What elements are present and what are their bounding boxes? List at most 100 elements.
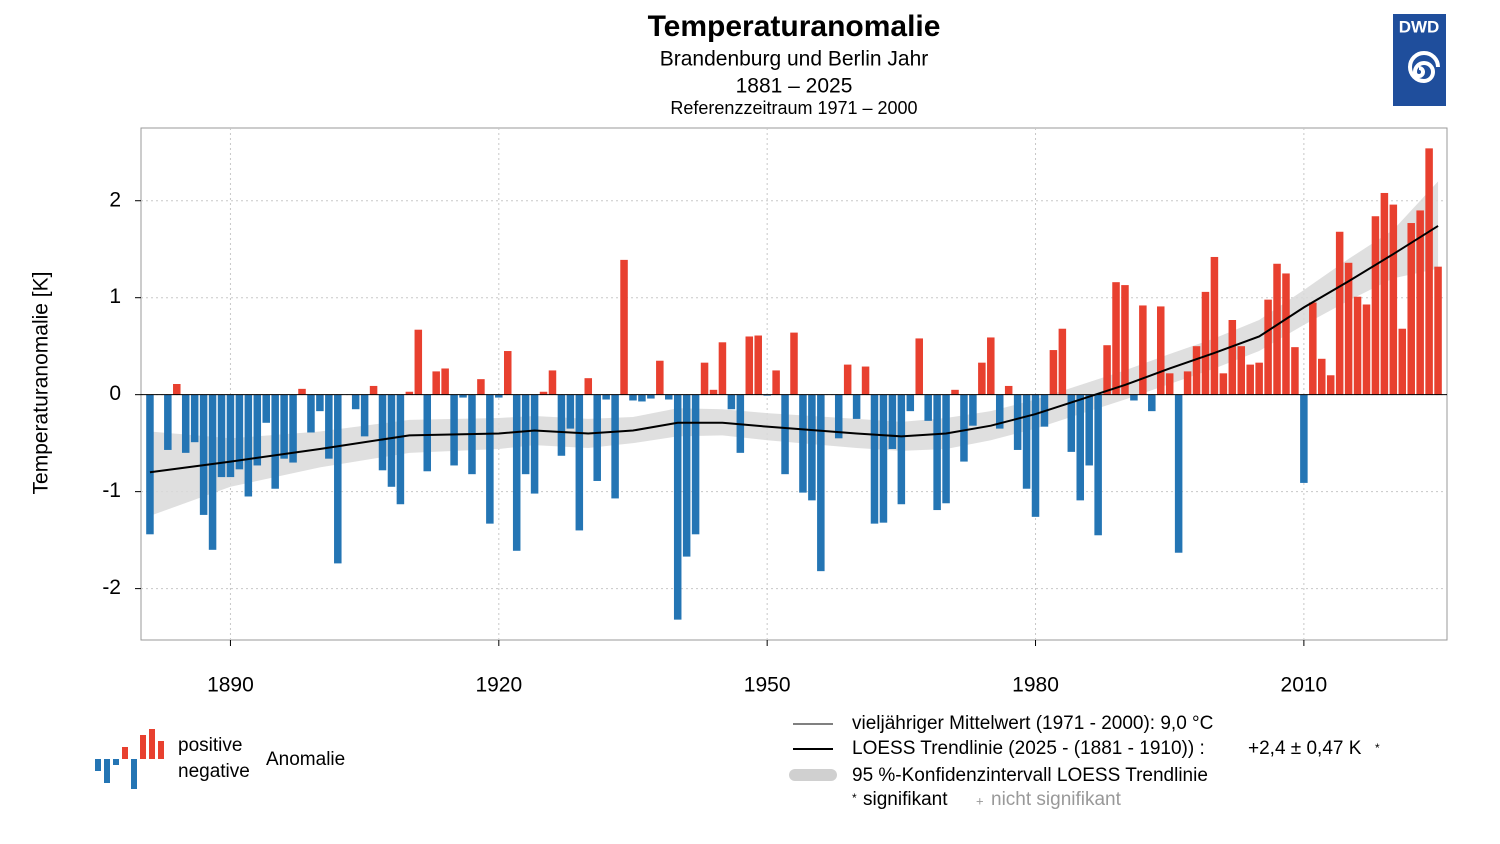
bar <box>1246 364 1254 395</box>
bar <box>1183 371 1192 395</box>
bar <box>208 394 217 550</box>
bar <box>1309 302 1317 395</box>
bar <box>861 366 870 395</box>
legend-label: Anomalie <box>266 749 345 770</box>
bar <box>1318 358 1326 395</box>
bar <box>1291 347 1299 395</box>
legend-icon <box>104 759 110 783</box>
x-tick-label: 1890 <box>207 674 254 697</box>
y-tick-label: -1 <box>102 479 121 502</box>
logo-text: DWD <box>1399 17 1440 36</box>
bar <box>566 394 575 429</box>
bar <box>253 394 262 466</box>
bar <box>557 394 566 456</box>
bar <box>834 394 843 439</box>
bar <box>1434 266 1442 395</box>
bar <box>477 379 485 395</box>
bar <box>360 394 369 437</box>
bar <box>1174 394 1183 553</box>
bar <box>1210 256 1219 395</box>
bar <box>521 394 530 475</box>
bar <box>181 394 190 453</box>
bar <box>1067 394 1076 452</box>
bar <box>682 394 691 557</box>
bar <box>316 394 324 412</box>
bar <box>978 362 986 395</box>
bar <box>960 394 968 462</box>
bar <box>235 394 244 470</box>
bar <box>1255 362 1263 395</box>
bar <box>995 394 1004 429</box>
bar <box>1049 350 1058 395</box>
x-tick-label: 1920 <box>475 674 522 697</box>
bar <box>1085 394 1093 466</box>
bar <box>1013 394 1022 450</box>
legend-icon <box>140 735 146 759</box>
bar <box>817 394 825 572</box>
bar <box>772 370 780 395</box>
bar <box>369 385 378 395</box>
legend-label: nicht signifikant <box>991 789 1122 810</box>
bar <box>1425 148 1433 395</box>
bar <box>629 394 637 401</box>
bar <box>1192 346 1201 395</box>
bar <box>897 394 906 505</box>
legend-label: negative <box>178 761 250 782</box>
bar <box>1237 346 1246 395</box>
bar <box>1407 223 1415 395</box>
bar <box>530 394 539 494</box>
bar <box>1371 216 1380 395</box>
bar <box>1273 263 1281 395</box>
bar <box>933 394 941 511</box>
bar <box>146 394 154 535</box>
bar <box>620 259 628 395</box>
legend-left: positive negative Anomalie <box>95 729 345 789</box>
bar <box>647 394 655 399</box>
bar <box>1156 306 1165 395</box>
bar <box>423 394 432 472</box>
legend-mark: * <box>852 791 857 805</box>
bar <box>262 394 270 423</box>
bar <box>1004 385 1013 395</box>
bar <box>334 394 342 564</box>
logo-spiral <box>1408 51 1440 84</box>
bar <box>173 384 181 395</box>
bar <box>289 394 297 463</box>
bar <box>1130 394 1138 401</box>
bar <box>387 394 396 487</box>
bar <box>987 337 995 395</box>
bar <box>1326 375 1335 395</box>
bar <box>1022 394 1031 489</box>
chart-subtitle: 1881 – 2025 <box>736 75 853 98</box>
bar <box>378 394 387 471</box>
bar <box>432 371 440 395</box>
bar <box>1344 262 1353 395</box>
bar <box>1201 291 1210 395</box>
bar <box>351 394 360 410</box>
y-tick-label: 0 <box>109 382 121 405</box>
bar <box>1335 231 1344 395</box>
bar <box>808 394 816 501</box>
y-tick-label: 2 <box>109 188 121 211</box>
bar <box>638 394 646 402</box>
bar <box>217 394 226 478</box>
bar <box>495 394 503 398</box>
bar <box>503 351 512 395</box>
legend-label: 95 %-Konfidenzintervall LOESS Trendlinie <box>852 765 1208 786</box>
y-tick-label: 1 <box>109 285 121 308</box>
logo: DWD <box>1393 14 1446 106</box>
legend-label: LOESS Trendlinie (2025 - (1881 - 1910)) … <box>852 738 1205 759</box>
bar <box>665 394 673 400</box>
legend-mark: + <box>976 793 984 808</box>
legend-icon <box>122 747 128 759</box>
bar <box>1362 304 1371 395</box>
bar <box>1398 328 1407 395</box>
bar <box>1416 210 1424 395</box>
bar <box>548 370 557 395</box>
bar <box>673 394 682 620</box>
bar <box>1380 192 1389 395</box>
bar <box>512 394 521 551</box>
bar <box>1121 285 1129 395</box>
bar <box>790 332 798 395</box>
bar <box>450 394 458 466</box>
